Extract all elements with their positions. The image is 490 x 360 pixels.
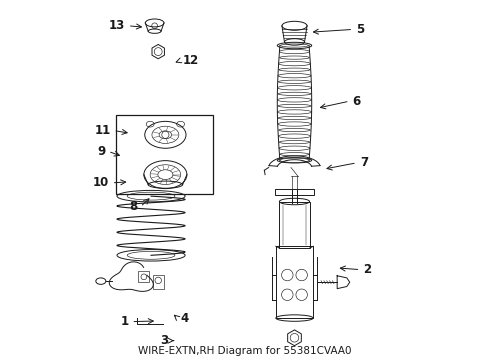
Text: 2: 2 — [364, 263, 371, 276]
Text: 12: 12 — [182, 54, 198, 67]
Text: 6: 6 — [353, 95, 361, 108]
Text: 11: 11 — [94, 124, 111, 137]
Text: WIRE-EXTN,RH Diagram for 55381CVAA0: WIRE-EXTN,RH Diagram for 55381CVAA0 — [138, 346, 352, 356]
Text: 9: 9 — [97, 145, 105, 158]
Bar — [275, 189, 314, 195]
Text: 3: 3 — [160, 334, 168, 347]
Text: 10: 10 — [93, 176, 109, 189]
Text: 8: 8 — [129, 201, 137, 213]
Text: 7: 7 — [360, 156, 368, 169]
Bar — [153, 275, 164, 289]
Bar — [116, 116, 213, 194]
Text: 13: 13 — [109, 19, 125, 32]
Text: 5: 5 — [356, 23, 365, 36]
Text: 4: 4 — [180, 311, 189, 325]
Bar — [276, 246, 313, 318]
Bar — [139, 271, 149, 282]
Bar — [279, 202, 310, 248]
Text: 1: 1 — [121, 315, 128, 328]
